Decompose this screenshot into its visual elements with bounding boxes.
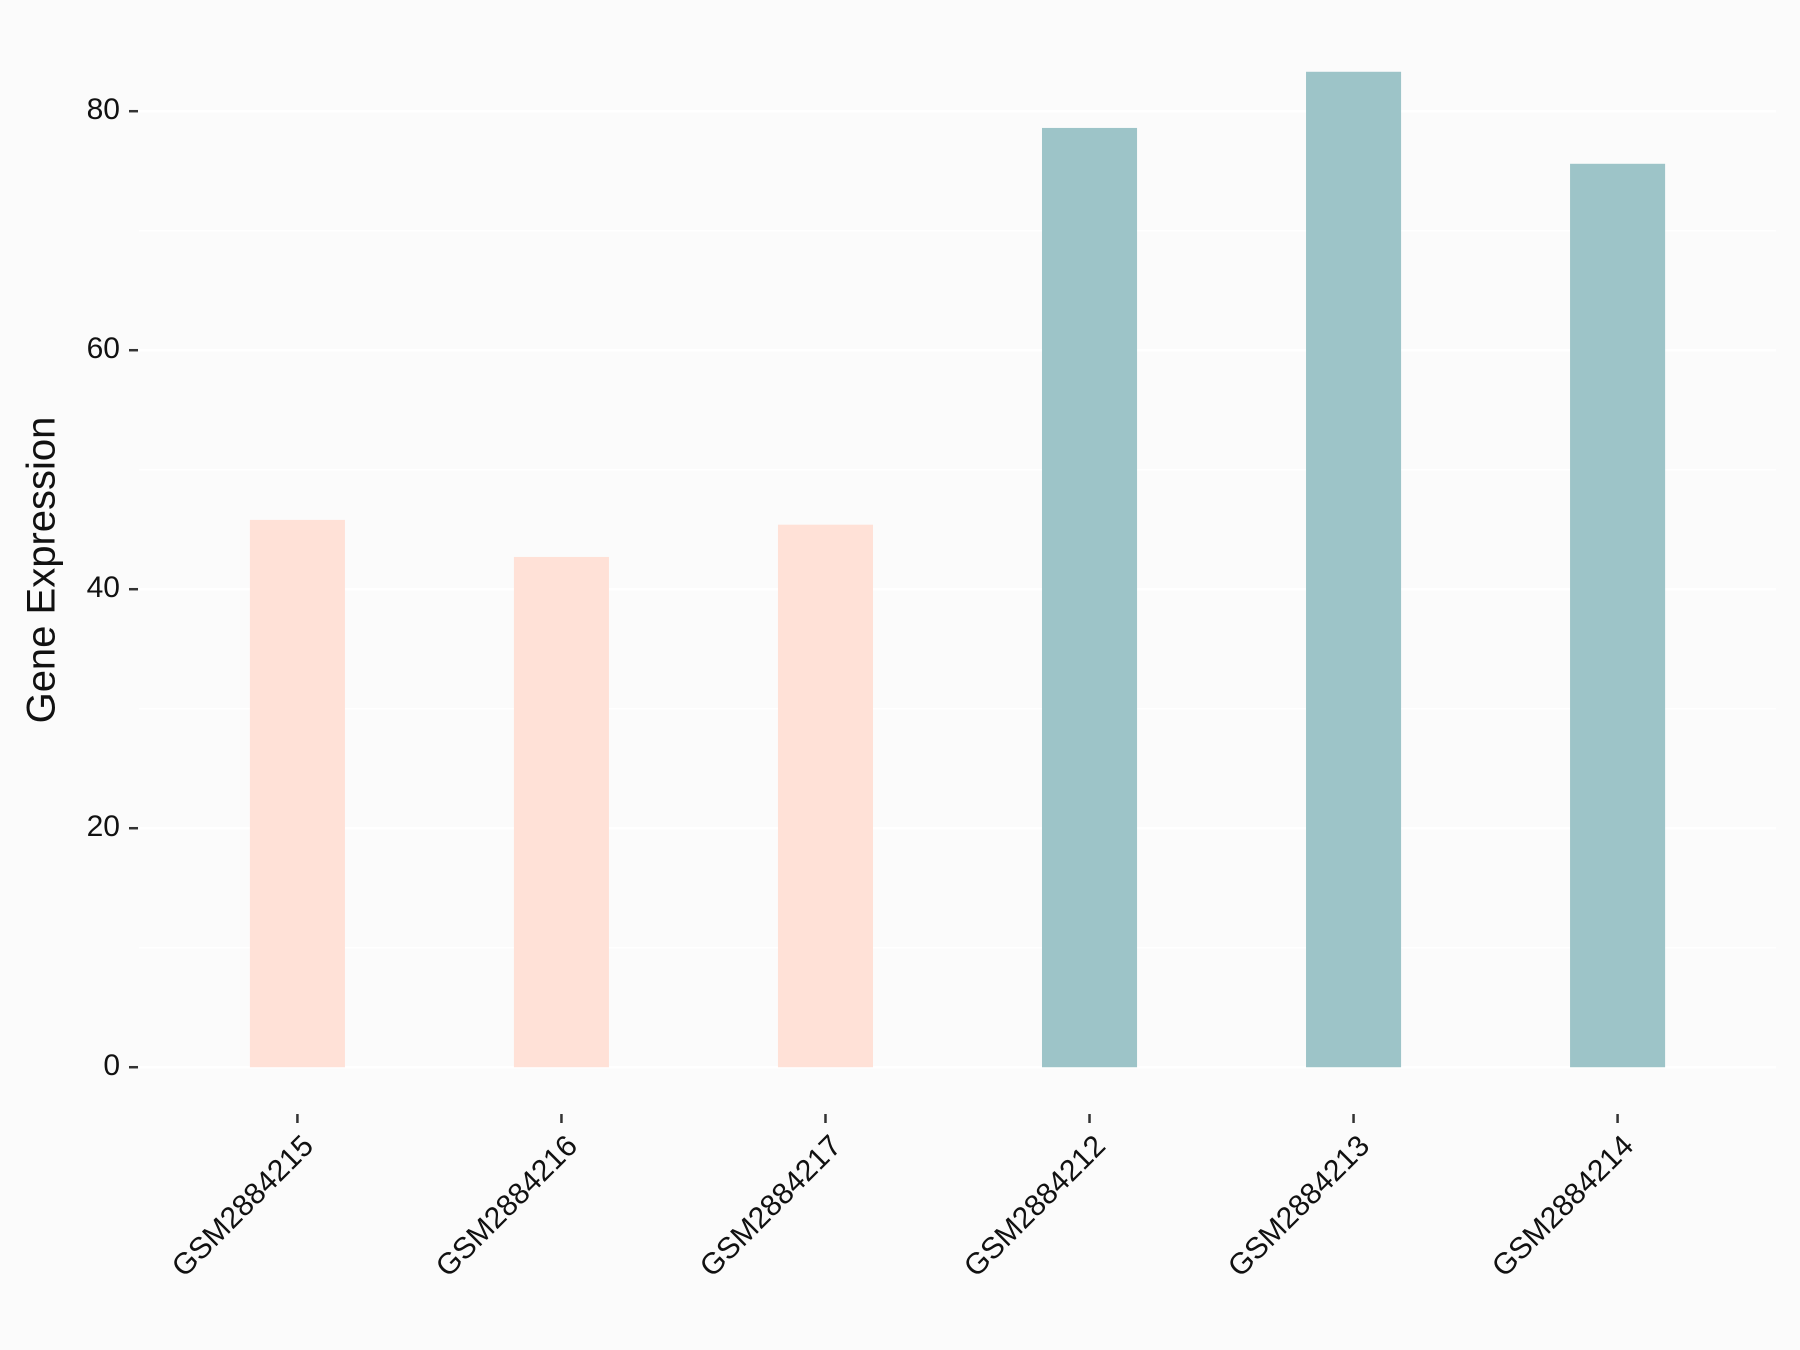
bar	[1041, 127, 1138, 1068]
bar	[513, 556, 609, 1068]
y-tick-label: 40	[87, 571, 120, 604]
bar	[249, 519, 345, 1068]
y-tick-label: 20	[87, 810, 120, 843]
bar	[1306, 71, 1402, 1068]
bar	[777, 524, 874, 1068]
y-tick-label: 60	[87, 332, 120, 365]
y-tick-label: 80	[87, 93, 120, 126]
y-tick-label: 0	[103, 1049, 120, 1082]
bar	[1570, 163, 1666, 1068]
y-axis-label: Gene Expression	[20, 417, 64, 724]
